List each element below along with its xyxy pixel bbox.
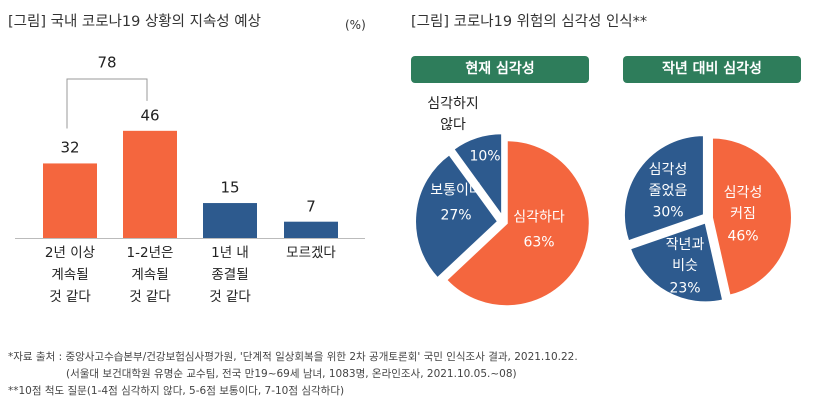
pie-slice (451, 132, 504, 220)
bar-value-label: 7 (306, 197, 316, 216)
pie-slice-value: 27% (440, 207, 472, 224)
pie-title-yoy: 작년 대비 심각성 (623, 56, 801, 83)
bracket-sum-label: 78 (97, 53, 117, 72)
x-tick-label: 1년 내 종결될 것 같다 (209, 245, 251, 305)
pie-slice (414, 152, 500, 280)
pie-chart-title: [그림] 코로나19 위험의 심각성 인식** (411, 14, 648, 30)
bar-chart-title: [그림] 국내 코로나19 상황의 지속성 예상 (8, 14, 261, 30)
source-note-detail: (서울대 보건대학원 유명순 교수팀, 전국 만19~69세 남녀, 1083명… (66, 368, 517, 380)
pie-slice-label: 심각하다 (513, 209, 565, 226)
pie-slice-label: 심각하지 않다 (427, 96, 479, 133)
pie-title-current: 현재 심각성 (411, 56, 589, 83)
x-tick-label: 2년 이상 계속될 것 같다 (44, 245, 96, 305)
pie-slice-value: 30% (652, 204, 684, 221)
bar (203, 203, 257, 238)
unit-label: (%) (345, 18, 366, 32)
pie-slice (444, 139, 591, 308)
pie-slice (628, 221, 725, 304)
pie-slice-value: 46% (727, 228, 759, 245)
source-note: *자료 출처 : 중앙사고수습본부/건강보험심사평가원, '단계적 일상회복을 … (8, 351, 578, 363)
bar-value-label: 46 (140, 106, 160, 125)
pie-slice-label: 보통이다 (430, 182, 482, 199)
scale-note: **10점 척도 질문(1-4점 심각하지 않다, 5-6점 보통이다, 7-1… (8, 385, 345, 397)
bar (284, 221, 338, 238)
pie-slice-label: 심각성 커짐 (723, 185, 763, 222)
bar-value-label: 32 (60, 138, 80, 157)
pie-slice (710, 136, 793, 297)
bar (43, 163, 97, 238)
pie-slice-label: 심각성 줄었음 (648, 162, 688, 199)
pie-slice-value: 23% (669, 280, 701, 297)
sum-bracket (66, 78, 148, 129)
x-tick-label: 1-2년은 계속될 것 같다 (126, 245, 174, 305)
pie-slice-value: 10% (469, 148, 501, 165)
bar-value-label: 15 (220, 178, 240, 197)
pie-slice (622, 134, 705, 243)
bar (123, 130, 177, 238)
pie-slice-value: 63% (523, 234, 555, 251)
x-tick-label: 모르겠다 (286, 245, 336, 261)
pie-slice-label: 작년과 비슷 (665, 237, 705, 274)
